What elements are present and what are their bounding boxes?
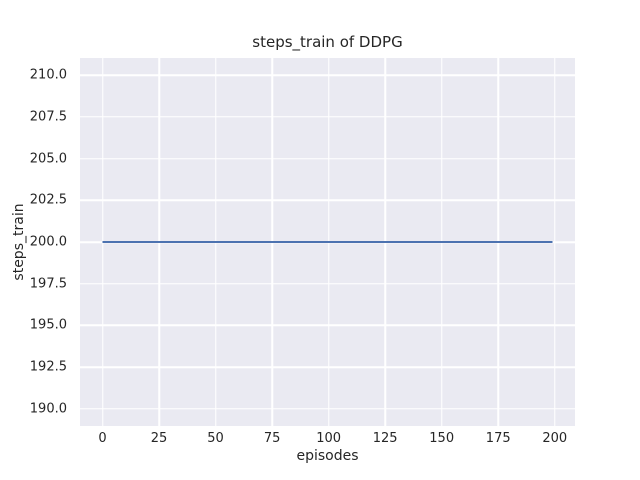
y-axis-ticks: 190.0 192.5 195.0 197.5 200.0 202.5 205.0 207.5… (0, 58, 67, 426)
x-tick-label: 125 (372, 431, 398, 446)
chart-title: steps_train of DDPG (252, 33, 403, 51)
y-tick-label: 195.0 (29, 317, 67, 333)
y-tick-label: 200.0 (29, 234, 67, 250)
y-tick-label: 207.5 (29, 109, 67, 125)
plot-area (80, 58, 575, 426)
x-tick-label: 25 (150, 431, 168, 446)
x-axis-label: episodes (296, 448, 359, 464)
y-tick-label: 197.5 (29, 276, 67, 292)
x-tick-label: 200 (542, 431, 568, 446)
y-tick-label: 192.5 (29, 359, 67, 375)
x-tick-label: 0 (98, 431, 107, 446)
x-tick-label: 50 (207, 431, 224, 446)
series-layer (80, 58, 575, 426)
y-tick-label: 202.5 (29, 192, 67, 208)
y-tick-label: 190.0 (29, 401, 67, 417)
x-tick-label: 150 (429, 431, 455, 446)
x-tick-label: 75 (263, 431, 281, 446)
y-tick-label: 210.0 (29, 67, 67, 83)
x-tick-label: 175 (485, 431, 511, 446)
y-tick-label: 205.0 (29, 151, 67, 167)
x-tick-label: 100 (316, 431, 342, 446)
y-axis-label: steps_train (11, 203, 27, 281)
x-axis-ticks: 0 25 50 75 100 125 150 175 200 (80, 431, 575, 447)
